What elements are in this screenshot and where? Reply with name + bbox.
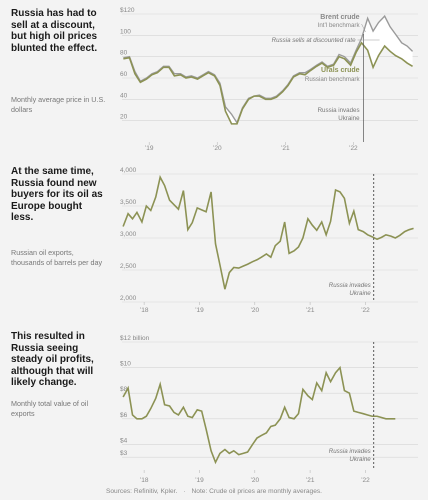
urals-line <box>123 41 413 125</box>
invasion-label: Russia invades <box>329 448 371 455</box>
footer-separator: · <box>183 488 186 495</box>
discount-label: Russia sells at discounted rate <box>272 37 356 44</box>
panel-1-subcaption: Monthly average price in U.S. dollars <box>11 95 106 114</box>
footer-note: Note: Crude oil prices are monthly avera… <box>191 488 323 495</box>
x-tick-label: ’20 <box>213 145 222 152</box>
urals-label: Urals crude <box>321 67 360 74</box>
panel-value: This resulted in Russia seeing steady oi… <box>0 320 428 490</box>
brent-label: Brent crude <box>320 14 359 21</box>
y-tick-label: 20 <box>120 114 128 121</box>
x-tick-label: ’20 <box>250 307 259 314</box>
x-tick-label: ’21 <box>306 477 315 484</box>
x-tick-label: ’22 <box>361 307 370 314</box>
x-tick-label: ’19 <box>145 145 154 152</box>
y-tick-label: $10 <box>120 361 131 368</box>
y-tick-label: $6 <box>120 412 128 419</box>
y-tick-label: 2,500 <box>120 263 137 270</box>
x-tick-label: ’21 <box>306 307 315 314</box>
panel-prices: Russia has had to sell at a discount, bu… <box>0 0 428 160</box>
exports-chart: 4,000 3,500 3,000 2,500 2,000’18 ’19 ’20 ’21 ’22… <box>120 167 418 314</box>
series-line <box>122 365 396 465</box>
panel-3-subcaption: Monthly total value of oil exports <box>11 399 89 418</box>
brent-sublabel: Int’l benchmark <box>318 22 361 29</box>
x-tick-label: ’19 <box>195 307 204 314</box>
x-tick-label: ’22 <box>361 477 370 484</box>
invasion-label: Russia invades <box>329 282 371 289</box>
y-tick-label: $120 <box>120 7 135 14</box>
x-tick-label: ’22 <box>349 145 358 152</box>
x-tick-label: ’20 <box>250 477 259 484</box>
invasion-label: Ukraine <box>338 115 360 122</box>
y-tick-label: 3,500 <box>120 199 137 206</box>
y-tick-label: $4 <box>120 437 128 444</box>
panel-exports: At the same time, Russia found new buyer… <box>0 160 428 320</box>
invasion-label: Russia invades <box>318 107 360 114</box>
brent-line <box>123 14 414 125</box>
panel-1-caption: Russia has had to sell at a discount, bu… <box>11 8 98 54</box>
y-tick-label: 3,000 <box>120 231 137 238</box>
panel-3-caption: This resulted in Russia seeing steady oi… <box>11 331 94 388</box>
y-tick-label: 80 <box>120 50 128 57</box>
footer-sources: Sources: Refinitiv, Kpler. <box>105 488 178 495</box>
y-tick-label: $8 <box>120 386 128 393</box>
footer: Sources: Refinitiv, Kpler. · Note: Crude o… <box>0 488 428 495</box>
brent-label-leader <box>361 23 366 33</box>
invasion-label: Ukraine <box>349 456 371 463</box>
series-line <box>122 174 414 290</box>
x-tick-label: ’21 <box>281 145 290 152</box>
urals-sublabel: Russian benchmark <box>305 76 361 83</box>
y-tick-label: 60 <box>120 71 128 78</box>
y-tick-label: 2,000 <box>120 295 137 302</box>
panel-2-caption: At the same time, Russia found new buyer… <box>11 166 103 223</box>
discount-area <box>123 16 413 124</box>
x-tick-label: ’19 <box>195 477 204 484</box>
y-tick-label: 100 <box>120 28 131 35</box>
y-tick-label: $3 <box>120 450 128 457</box>
x-tick-label: ’18 <box>140 477 149 484</box>
price-chart: $120 100 80 60 40 20 ’19 ’20 ’21 ’22 Russia invade… <box>120 7 418 152</box>
y-tick-label: 4,000 <box>120 167 137 174</box>
x-tick-label: ’18 <box>140 307 149 314</box>
y-tick-label: $12 billion <box>120 335 150 342</box>
panel-2-subcaption: Russian oil exports, thousands of barrel… <box>11 248 103 267</box>
invasion-label: Ukraine <box>349 290 371 297</box>
y-tick-label: 40 <box>120 92 128 99</box>
value-chart: $12 billion $10 $8 $6 $4 $3 ’18 ’19 ’20 ’21 ’22 Rus… <box>120 335 418 484</box>
